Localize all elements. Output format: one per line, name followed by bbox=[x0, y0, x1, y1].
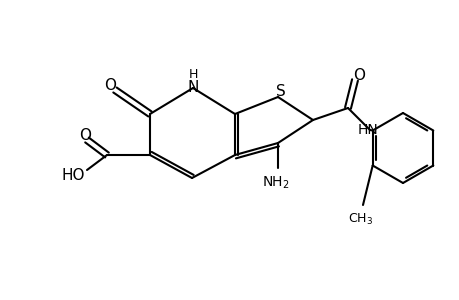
Text: CH$_3$: CH$_3$ bbox=[347, 212, 373, 227]
Text: O: O bbox=[79, 128, 91, 143]
Text: N: N bbox=[187, 80, 198, 95]
Text: O: O bbox=[352, 68, 364, 82]
Text: NH$_2$: NH$_2$ bbox=[262, 175, 289, 191]
Text: HN: HN bbox=[357, 123, 378, 137]
Text: H: H bbox=[188, 68, 197, 81]
Text: HO: HO bbox=[62, 167, 85, 182]
Text: O: O bbox=[104, 77, 116, 92]
Text: S: S bbox=[275, 83, 285, 98]
